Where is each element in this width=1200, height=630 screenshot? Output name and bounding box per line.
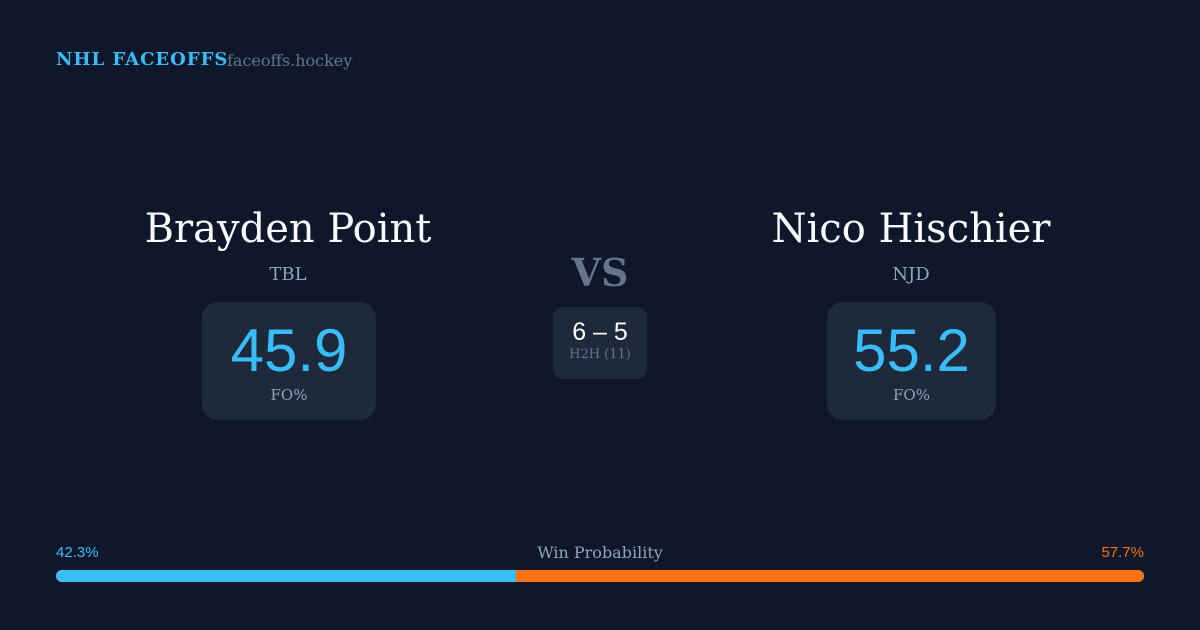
player-right-fo-card: 55.2 FO% bbox=[827, 302, 996, 420]
vs-label: VS bbox=[571, 250, 629, 295]
h2h-score: 6 – 5 bbox=[572, 318, 628, 346]
h2h-label: H2H (11) bbox=[569, 347, 631, 362]
player-left-fo-card: 45.9 FO% bbox=[202, 302, 376, 420]
site-url: faceoffs.hockey bbox=[227, 51, 353, 70]
brand-title: NHL FACEOFFS bbox=[56, 49, 229, 70]
player-right-fo-value: 55.2 bbox=[853, 317, 970, 384]
h2h-card: 6 – 5 H2H (11) bbox=[553, 307, 647, 379]
win-prob-bar-right bbox=[516, 570, 1144, 582]
win-prob-left: 42.3% bbox=[56, 544, 99, 561]
win-prob-bar-left bbox=[56, 570, 517, 582]
win-prob-title: Win Probability bbox=[537, 543, 663, 562]
win-prob-bar bbox=[56, 570, 1144, 582]
player-right-fo-label: FO% bbox=[893, 386, 930, 404]
player-left-team: TBL bbox=[269, 264, 307, 285]
player-right-team: NJD bbox=[892, 264, 930, 285]
player-left-name: Brayden Point bbox=[144, 206, 432, 252]
player-left-fo-label: FO% bbox=[270, 386, 308, 404]
player-left-fo-value: 45.9 bbox=[230, 317, 348, 384]
win-prob-right: 57.7% bbox=[1101, 544, 1144, 561]
player-right-name: Nico Hischier bbox=[771, 206, 1051, 252]
